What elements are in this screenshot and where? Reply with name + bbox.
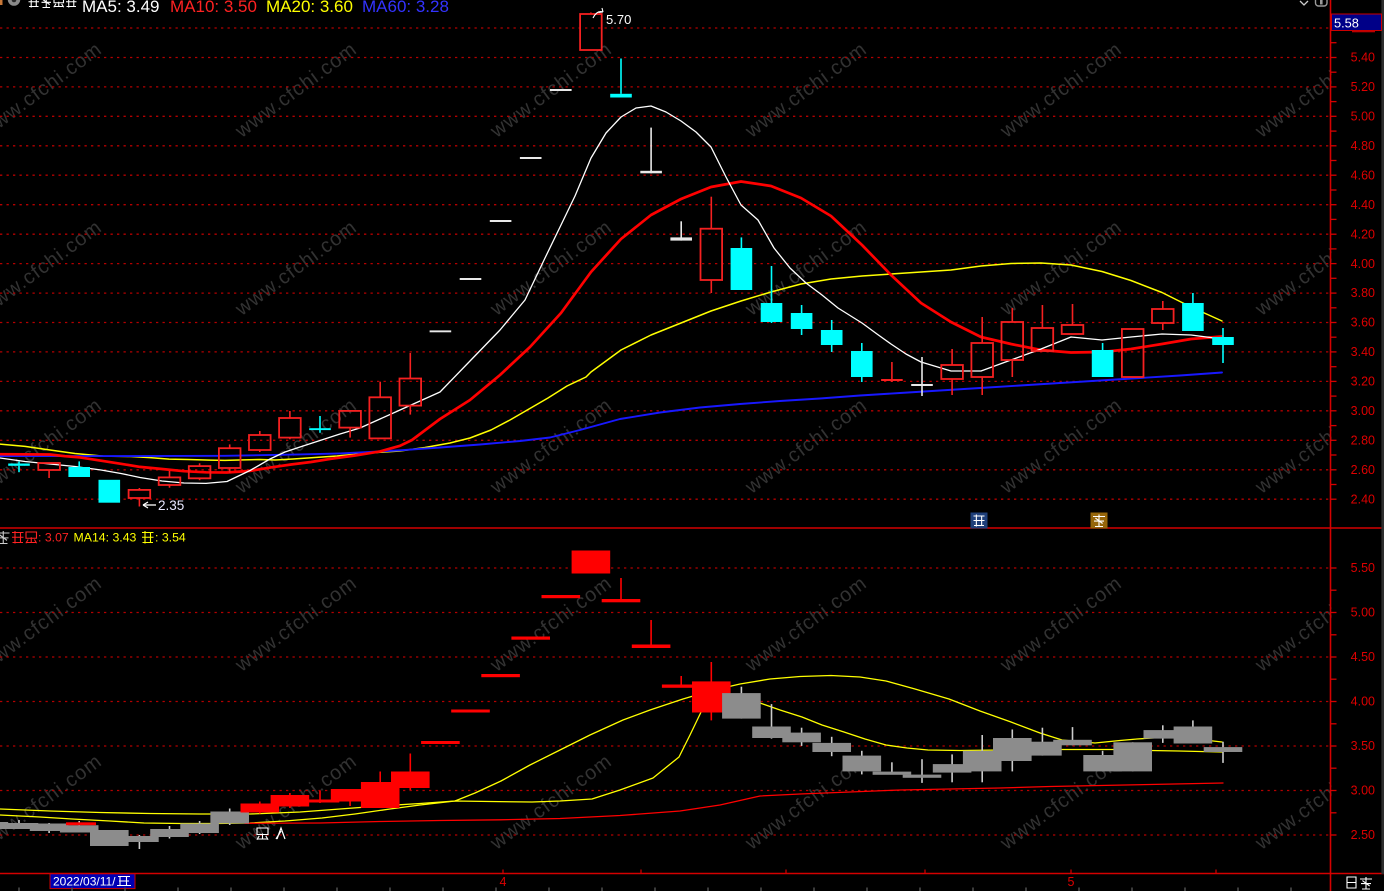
svg-text:2.35: 2.35 <box>158 498 184 513</box>
svg-text:4.20: 4.20 <box>1351 227 1375 241</box>
svg-text:5.58: 5.58 <box>1334 16 1359 31</box>
svg-text:3.60: 3.60 <box>1351 316 1375 330</box>
svg-text:MA20: 3.60: MA20: 3.60 <box>266 0 353 16</box>
svg-text:MA60: 3.28: MA60: 3.28 <box>362 0 449 16</box>
svg-text:2.80: 2.80 <box>1351 434 1375 448</box>
svg-text:3.00: 3.00 <box>1351 404 1375 418</box>
svg-text:2.50: 2.50 <box>1351 828 1375 842</box>
svg-text:3.20: 3.20 <box>1351 375 1375 389</box>
svg-text:5: 5 <box>1068 875 1075 889</box>
svg-text:MA14: 3.43: MA14: 3.43 <box>74 531 137 545</box>
svg-text:4.80: 4.80 <box>1351 139 1375 153</box>
svg-text:4.00: 4.00 <box>1351 695 1375 709</box>
svg-text:3.00: 3.00 <box>1351 784 1375 798</box>
svg-text:: 3.54: : 3.54 <box>155 531 186 545</box>
svg-text:2.40: 2.40 <box>1351 492 1375 506</box>
svg-text:4.00: 4.00 <box>1351 257 1375 271</box>
svg-text:2022/03/11/: 2022/03/11/ <box>53 875 116 889</box>
svg-text:5.20: 5.20 <box>1351 80 1375 94</box>
svg-text:5.50: 5.50 <box>1351 561 1375 575</box>
svg-text:3.50: 3.50 <box>1351 739 1375 753</box>
svg-text:3.40: 3.40 <box>1351 345 1375 359</box>
svg-text:2.60: 2.60 <box>1351 463 1375 477</box>
svg-text:4: 4 <box>500 875 507 889</box>
svg-text:3.80: 3.80 <box>1351 286 1375 300</box>
svg-text:: 3.07: : 3.07 <box>38 531 69 545</box>
svg-text:MA5: 3.49: MA5: 3.49 <box>82 0 160 16</box>
svg-text:4.40: 4.40 <box>1351 198 1375 212</box>
svg-text:5.70: 5.70 <box>606 12 631 27</box>
svg-text:5.00: 5.00 <box>1351 606 1375 620</box>
svg-text:MA10: 3.50: MA10: 3.50 <box>170 0 257 16</box>
svg-text:4.60: 4.60 <box>1351 168 1375 182</box>
svg-text:5.00: 5.00 <box>1351 110 1375 124</box>
svg-text:4.50: 4.50 <box>1351 650 1375 664</box>
svg-text:5.40: 5.40 <box>1351 51 1375 65</box>
